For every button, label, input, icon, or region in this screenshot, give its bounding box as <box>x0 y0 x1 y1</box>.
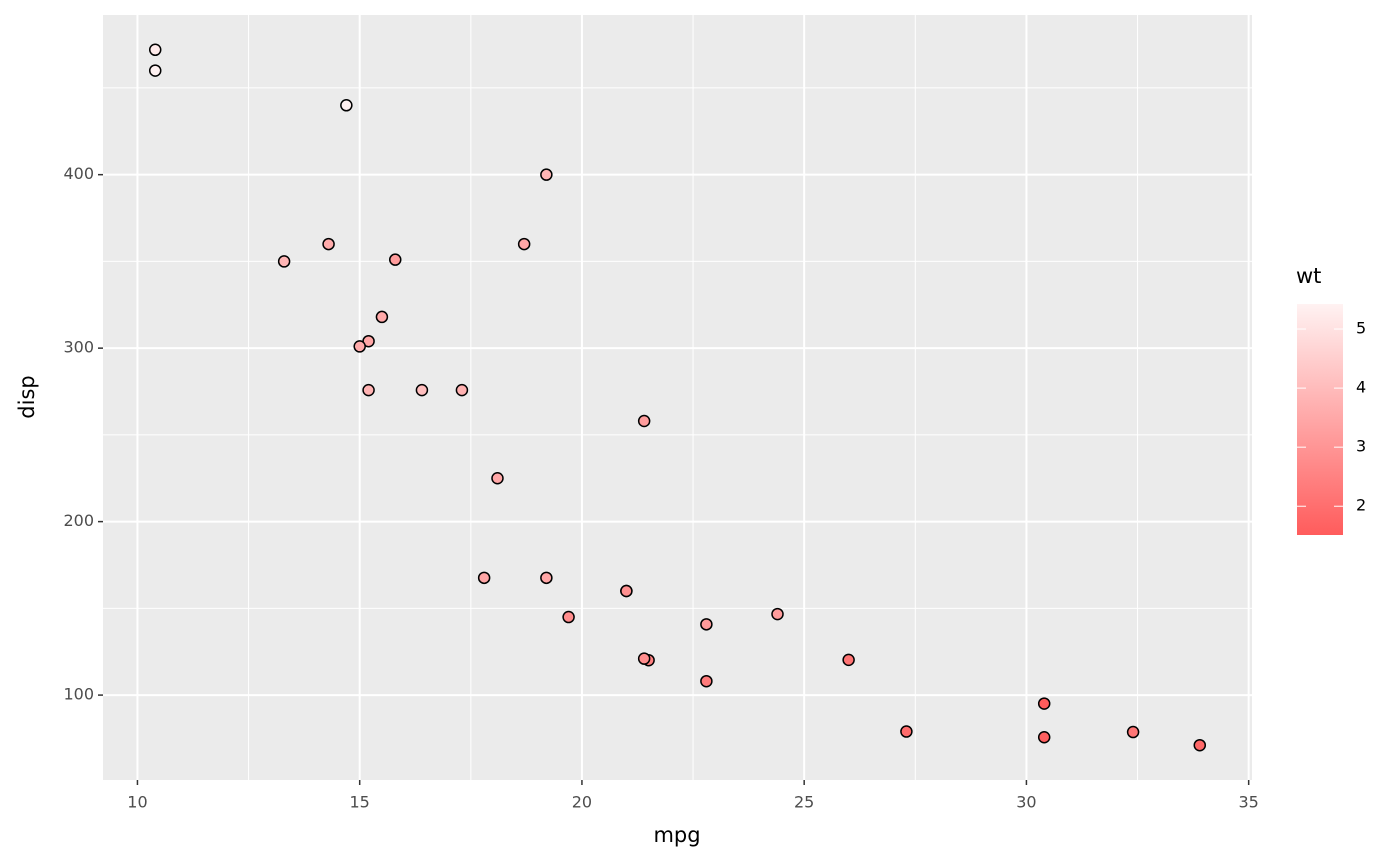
point <box>562 610 575 624</box>
point <box>540 168 553 181</box>
point <box>900 725 913 738</box>
y-tick-label: 100 <box>63 685 94 704</box>
y-tick-label: 300 <box>63 338 94 357</box>
x-tick-label: 30 <box>1016 793 1036 812</box>
point <box>1037 697 1051 710</box>
point <box>491 472 504 485</box>
point <box>322 237 335 251</box>
x-tick-label: 10 <box>127 793 147 812</box>
legend-tick-label: 5 <box>1356 319 1366 338</box>
point <box>455 383 469 397</box>
y-tick-label: 200 <box>63 511 94 530</box>
point <box>620 584 633 598</box>
point <box>148 64 162 77</box>
point <box>540 571 553 585</box>
point <box>700 674 713 688</box>
point <box>1037 730 1051 744</box>
legend-tick-label: 2 <box>1356 496 1366 515</box>
x-axis-title: mpg <box>653 823 700 847</box>
x-tick-label: 15 <box>350 793 370 812</box>
point <box>1193 738 1207 752</box>
panel <box>103 15 1252 780</box>
point <box>362 383 375 397</box>
point <box>277 255 291 268</box>
colorbar <box>1297 304 1343 535</box>
point <box>340 99 353 112</box>
point <box>477 571 491 585</box>
point <box>1126 725 1140 739</box>
point <box>375 310 389 324</box>
point <box>389 253 402 266</box>
point <box>148 43 162 57</box>
x-tick-label: 20 <box>572 793 592 812</box>
legend-tick-label: 4 <box>1356 378 1366 397</box>
x-tick-label: 35 <box>1238 793 1258 812</box>
legend-title: wt <box>1296 264 1321 288</box>
point <box>771 607 784 621</box>
y-tick-label: 400 <box>63 164 94 183</box>
point <box>353 340 366 353</box>
point <box>842 653 855 667</box>
legend-tick-label: 3 <box>1356 437 1366 456</box>
point <box>637 652 651 665</box>
point <box>637 414 651 428</box>
point <box>517 237 531 251</box>
y-axis-title: disp <box>15 375 39 418</box>
x-tick-label: 25 <box>794 793 814 812</box>
point <box>415 383 429 397</box>
point <box>700 618 713 631</box>
